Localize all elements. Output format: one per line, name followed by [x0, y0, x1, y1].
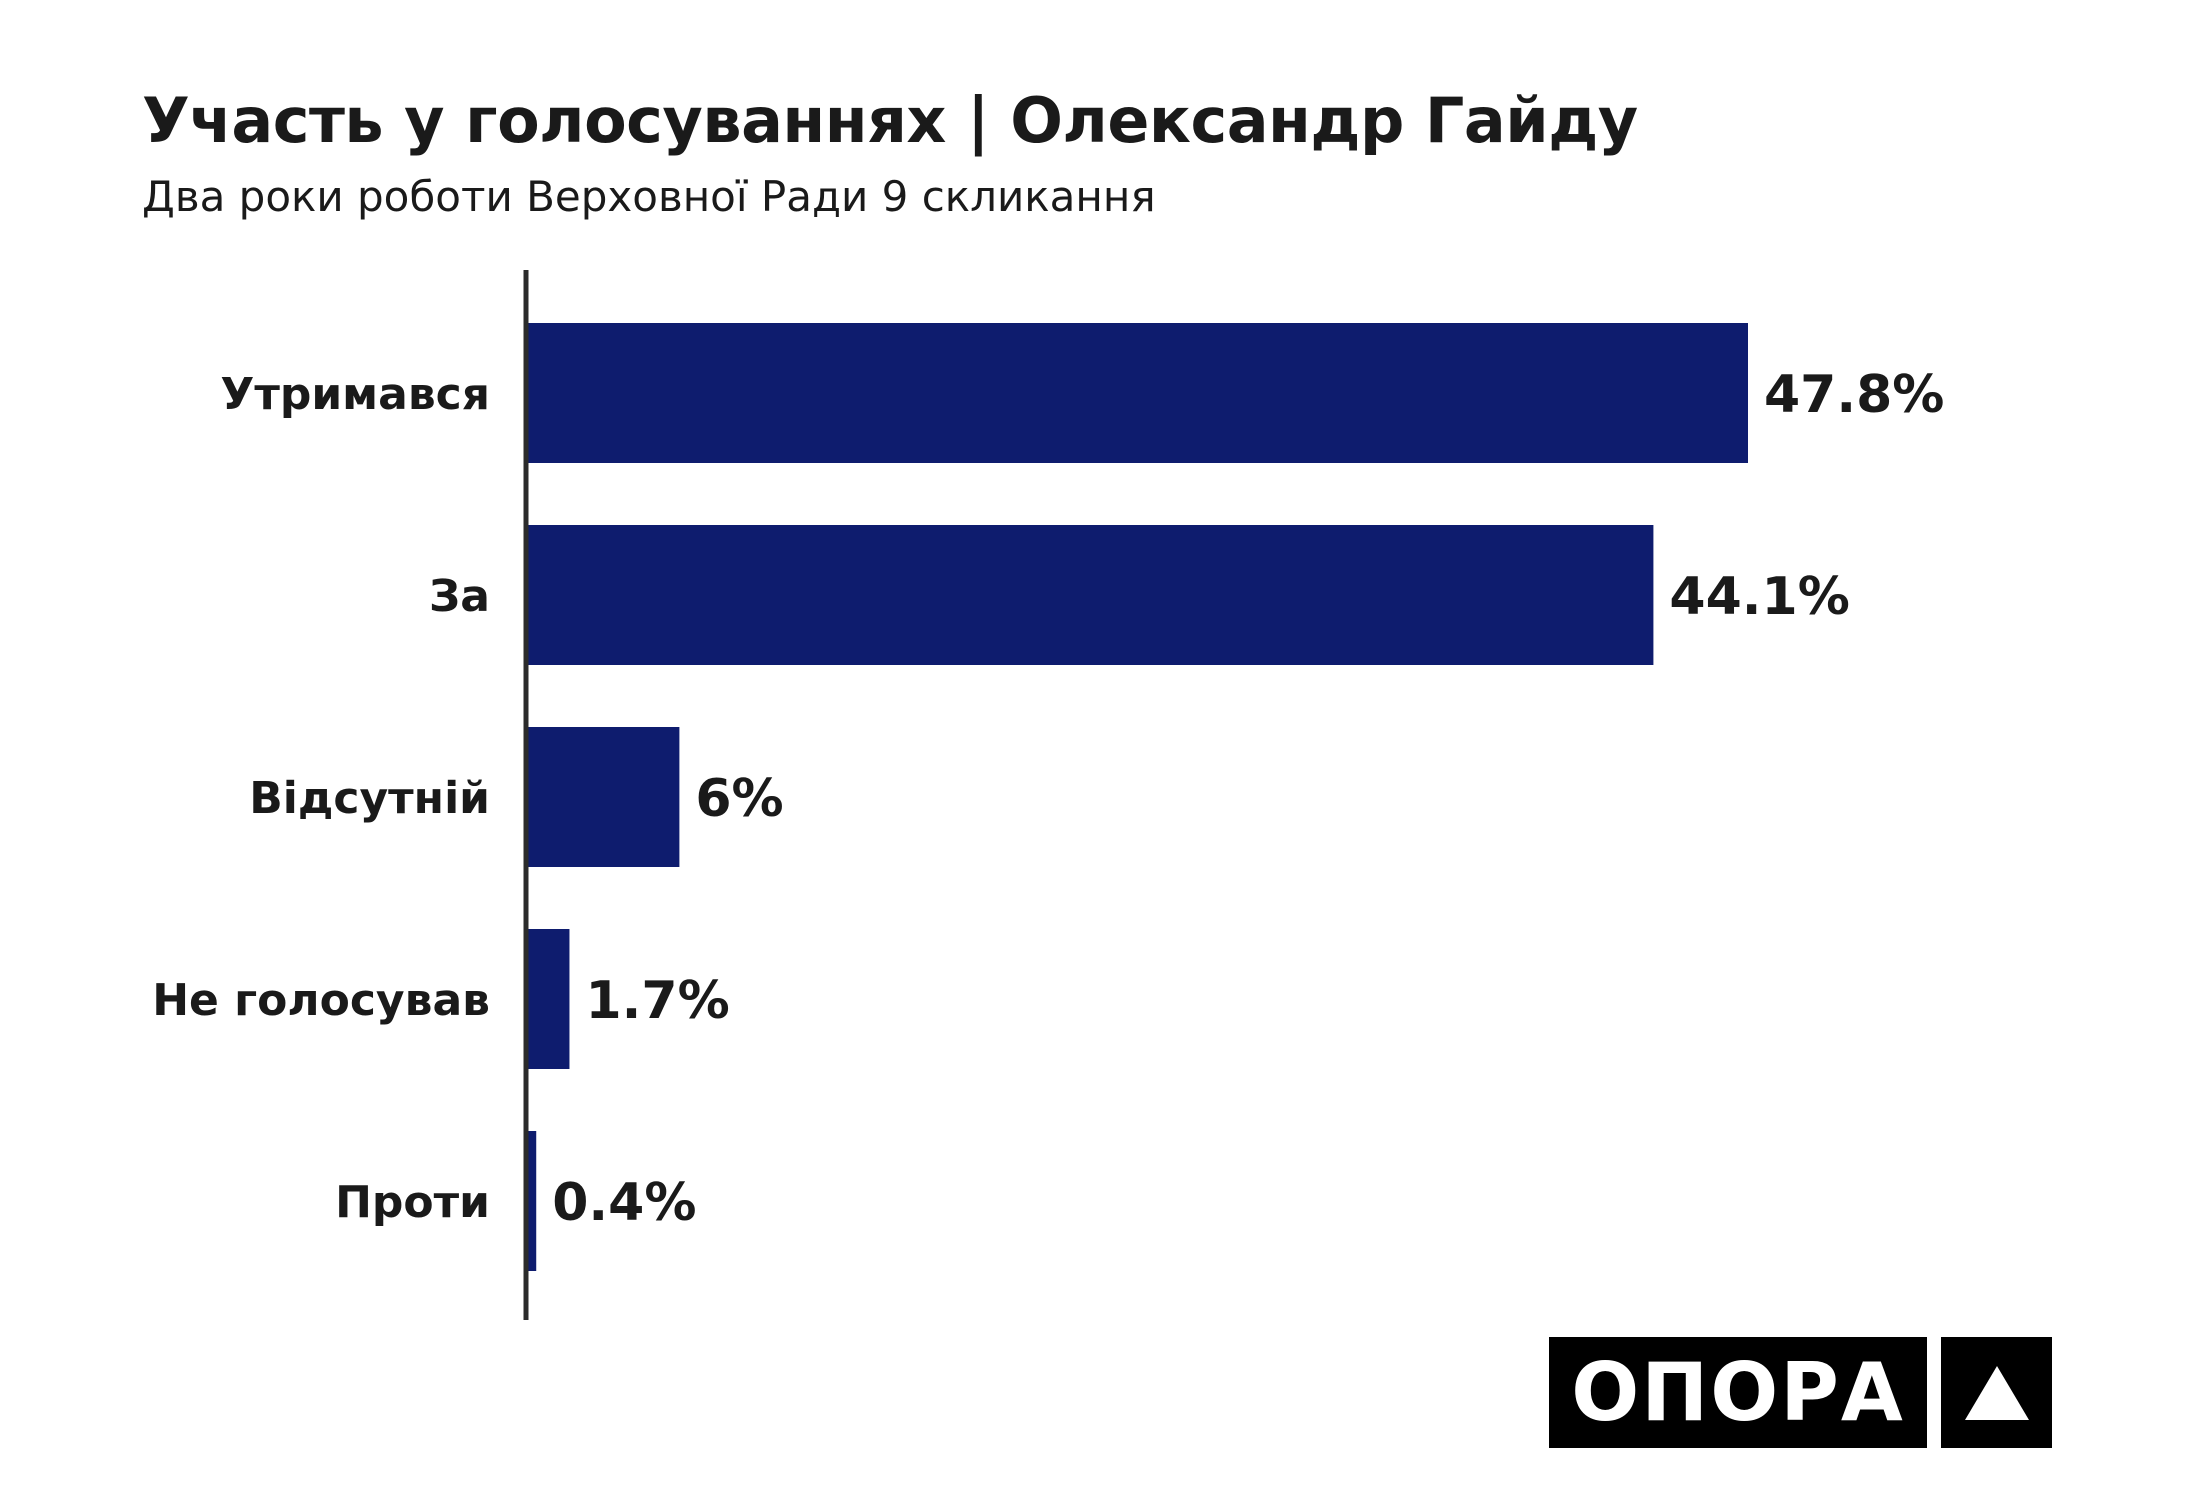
- category-label-2: Відсутній: [249, 773, 490, 824]
- value-label-1: 44.1%: [1669, 567, 1849, 627]
- opora-logo: ОПОРА: [1549, 1337, 2052, 1448]
- triangle-icon: [1941, 1337, 2052, 1448]
- value-label-4: 0.4%: [552, 1173, 696, 1233]
- category-label-0: Утримався: [220, 369, 490, 420]
- value-label-3: 1.7%: [585, 971, 729, 1031]
- logo-text: ОПОРА: [1549, 1337, 1927, 1448]
- bar-4: [526, 1131, 537, 1271]
- bar-2: [526, 727, 680, 867]
- value-label-0: 47.8%: [1764, 365, 1944, 425]
- bar-3: [526, 929, 570, 1069]
- category-label-3: Не голосував: [152, 975, 490, 1026]
- category-label-4: Проти: [335, 1177, 490, 1228]
- category-label-1: За: [429, 571, 490, 622]
- bar-1: [526, 525, 1654, 665]
- page-subtitle: Два роки роботи Верховної Ради 9 скликан…: [142, 172, 1156, 221]
- value-label-2: 6%: [695, 769, 783, 829]
- bar-0: [526, 323, 1748, 463]
- page-title: Участь у голосуваннях | Олександр Гайду: [142, 84, 1638, 157]
